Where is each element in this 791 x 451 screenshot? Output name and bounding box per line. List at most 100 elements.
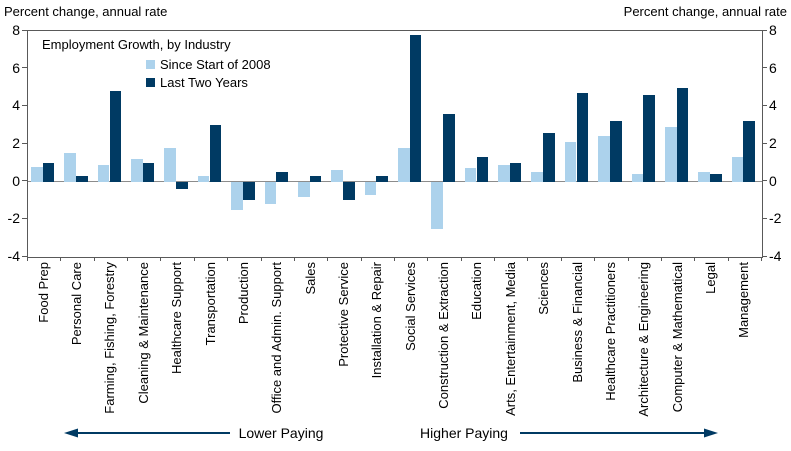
bar <box>64 153 76 182</box>
y-tick-label: 8 <box>12 22 20 38</box>
x-tick-mark <box>594 257 596 261</box>
bar <box>664 127 677 182</box>
bar <box>676 87 689 182</box>
category-label: Production <box>235 262 251 325</box>
y-tick-mark <box>762 67 767 69</box>
y-tick-label: 0 <box>12 172 20 189</box>
bar <box>509 162 522 182</box>
plot-area: Employment Growth, by Industry Since Sta… <box>27 30 763 258</box>
bar <box>297 181 310 197</box>
category-label: Construction & Extraction <box>436 262 452 409</box>
category-label: Legal <box>702 262 718 294</box>
bar <box>276 172 288 182</box>
bar <box>331 170 343 182</box>
bar <box>309 176 322 182</box>
x-tick-mark <box>327 257 329 261</box>
bar <box>431 181 443 229</box>
legend-swatch-light-icon <box>146 60 155 69</box>
bar <box>31 166 43 182</box>
bar <box>476 157 489 182</box>
paying-direction-arrows <box>64 428 718 438</box>
bar <box>97 164 110 182</box>
x-tick-mark <box>93 257 95 261</box>
bar <box>531 172 544 182</box>
y-tick-label: 4 <box>12 97 20 114</box>
category-label: Management <box>736 262 752 338</box>
y-tick-label: 6 <box>12 59 20 76</box>
x-tick-mark <box>560 257 562 261</box>
y-tick-label: -4 <box>769 248 782 264</box>
category-label: Architecture & Engineering <box>636 262 652 417</box>
x-tick-mark <box>727 257 729 261</box>
category-label: Installation & Repair <box>369 262 385 379</box>
category-label: Education <box>469 262 485 320</box>
y-tick-mark <box>22 29 27 31</box>
y-tick-label: 6 <box>769 59 777 76</box>
y-tick-mark <box>762 180 767 182</box>
category-label: Computer & Mathematical <box>669 262 685 413</box>
x-tick-mark <box>227 257 229 261</box>
y-tick-label: -2 <box>7 210 20 227</box>
x-tick-mark <box>527 257 529 261</box>
y-tick-label: -4 <box>7 248 20 264</box>
bar <box>710 174 722 182</box>
y-tick-mark <box>22 180 27 182</box>
x-tick-mark <box>427 257 429 261</box>
bar <box>242 181 255 201</box>
x-tick-mark <box>127 257 129 261</box>
bar <box>376 176 389 182</box>
bar <box>698 172 710 182</box>
y-tick-mark <box>762 217 767 219</box>
bar <box>76 176 88 182</box>
x-tick-mark <box>193 257 195 261</box>
chart-title: Employment Growth, by Industry <box>42 37 231 52</box>
y-tick-mark <box>762 255 767 257</box>
x-tick-mark <box>394 257 395 261</box>
y-tick-mark <box>22 217 27 219</box>
y-tick-mark <box>762 142 767 144</box>
category-label: Healthcare Practitioners <box>602 262 618 401</box>
y-tick-label: -2 <box>769 210 782 227</box>
x-tick-mark <box>761 257 762 261</box>
y-tick-mark <box>762 104 767 106</box>
bar <box>209 125 222 182</box>
legend-entry-last-two-years: Last Two Years <box>146 75 271 90</box>
bar <box>343 181 355 201</box>
bar <box>176 181 188 190</box>
category-label: Protective Service <box>335 262 351 367</box>
y-tick-mark <box>22 255 27 257</box>
legend-label-since-2008: Since Start of 2008 <box>160 57 271 72</box>
zero-gridline <box>28 181 762 183</box>
higher-paying-label: Higher Paying <box>420 425 508 441</box>
bar <box>576 93 589 182</box>
left-axis-title: Percent change, annual rate <box>4 4 168 19</box>
lower-paying-label: Lower Paying <box>238 425 324 441</box>
y-tick-label: 2 <box>12 135 20 151</box>
bar <box>231 181 243 210</box>
y-tick-label: 4 <box>769 97 777 114</box>
bar <box>164 147 177 182</box>
legend-entry-since-2008: Since Start of 2008 <box>146 57 271 72</box>
bar <box>197 176 210 182</box>
y-tick-mark <box>22 67 27 69</box>
category-label: Food Prep <box>35 262 51 323</box>
category-label: Social Services <box>402 262 418 351</box>
bar <box>109 91 122 182</box>
x-tick-mark <box>160 257 162 261</box>
bar <box>409 34 422 182</box>
bar <box>498 164 510 182</box>
bar <box>609 121 622 182</box>
category-label: Transportation <box>202 262 218 346</box>
category-label: Arts, Entertainment, Media <box>502 262 518 416</box>
bar <box>42 162 55 182</box>
x-tick-mark <box>460 257 462 261</box>
x-tick-mark <box>627 257 629 261</box>
bar <box>142 162 155 182</box>
bar <box>643 95 655 182</box>
category-label: Healthcare Support <box>169 262 185 375</box>
x-tick-mark <box>27 257 28 261</box>
bar <box>264 181 277 205</box>
x-tick-mark <box>360 257 362 261</box>
bar <box>364 181 377 195</box>
